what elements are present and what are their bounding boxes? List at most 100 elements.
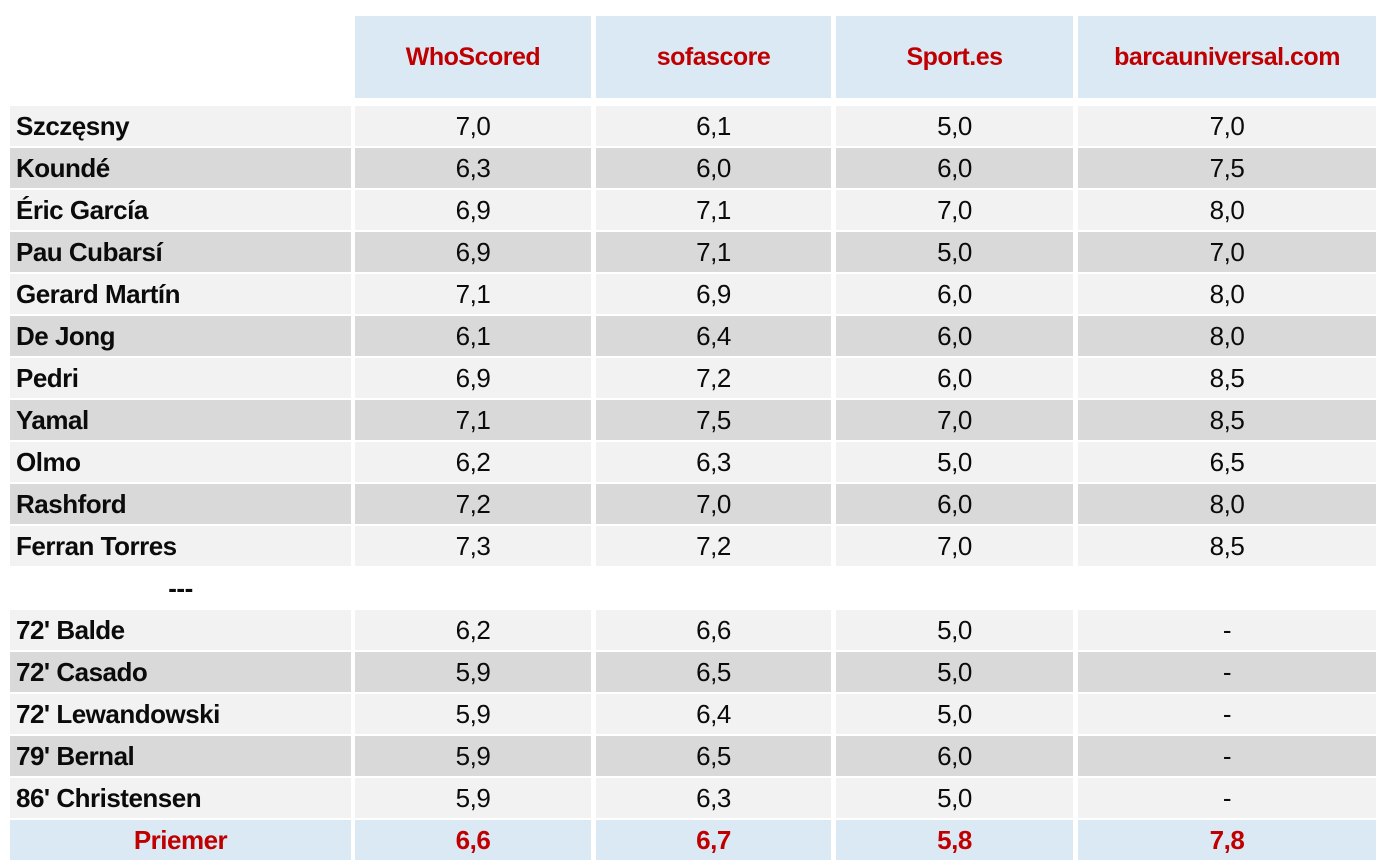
summary-rating-cell: 6,6 (355, 820, 591, 860)
player-name-cell: 79' Bernal (10, 736, 351, 776)
player-name-cell: Koundé (10, 148, 351, 188)
rating-cell: 6,0 (596, 148, 831, 188)
rating-cell: 6,9 (355, 232, 591, 272)
column-header-sofascore: sofascore (596, 16, 831, 98)
player-row: Ferran Torres 7,3 7,2 7,0 8,5 (10, 526, 1376, 566)
player-row: 79' Bernal 5,9 6,5 6,0- (10, 736, 1376, 776)
rating-cell: 7,0 (836, 526, 1073, 566)
rating-cell: 7,1 (596, 190, 831, 230)
summary-label: Priemer (10, 820, 351, 860)
rating-cell: 5,0 (836, 106, 1073, 146)
rating-cell: 7,0 (836, 190, 1073, 230)
separator-label: --- (168, 572, 193, 603)
summary-rating-cell: 7,8 (1078, 820, 1376, 860)
rating-cell: 6,0 (836, 274, 1073, 314)
rating-cell: 5,0 (836, 232, 1073, 272)
rating-cell: 5,0 (836, 694, 1073, 734)
player-name-cell: Rashford (10, 484, 351, 524)
player-name-cell: Pau Cubarsí (10, 232, 351, 272)
player-name-cell: De Jong (10, 316, 351, 356)
player-name-cell: Olmo (10, 442, 351, 482)
rating-cell: 6,2 (355, 610, 591, 650)
rating-cell: - (1078, 652, 1376, 692)
rating-cell: 6,9 (596, 274, 831, 314)
rating-cell: 8,0 (1078, 274, 1376, 314)
rating-cell: 7,0 (355, 106, 591, 146)
corner-cell (10, 16, 351, 98)
player-name-cell: 72' Casado (10, 652, 351, 692)
rating-cell: - (1078, 736, 1376, 776)
separator-blank-cell (1078, 568, 1376, 608)
player-row: Szczęsny 7,0 6,1 5,0 7,0 (10, 106, 1376, 146)
rating-cell: 6,6 (596, 610, 831, 650)
rating-cell: 6,1 (355, 316, 591, 356)
player-row: Koundé 6,3 6,0 6,0 7,5 (10, 148, 1376, 188)
player-row: Pau Cubarsí 6,9 7,1 5,0 7,0 (10, 232, 1376, 272)
rating-cell: 7,2 (596, 358, 831, 398)
rating-cell: 8,0 (1078, 316, 1376, 356)
rating-cell: 6,0 (836, 736, 1073, 776)
separator-blank-cell (596, 568, 831, 608)
summary-rating-cell: 5,8 (836, 820, 1073, 860)
rating-cell: 6,9 (355, 358, 591, 398)
rating-cell: 5,9 (355, 736, 591, 776)
player-row: Gerard Martín 7,1 6,9 6,0 8,0 (10, 274, 1376, 314)
rating-cell: 5,0 (836, 778, 1073, 818)
player-row: De Jong 6,1 6,4 6,0 8,0 (10, 316, 1376, 356)
rating-cell: 6,0 (836, 148, 1073, 188)
rating-cell: 6,4 (596, 694, 831, 734)
rating-cell: 8,5 (1078, 526, 1376, 566)
player-name-cell: 72' Balde (10, 610, 351, 650)
rating-cell: 6,3 (596, 442, 831, 482)
rating-cell: 8,0 (1078, 484, 1376, 524)
player-name-cell: Pedri (10, 358, 351, 398)
rating-cell: 7,1 (596, 232, 831, 272)
player-row: 72' Casado 5,9 6,5 5,0- (10, 652, 1376, 692)
player-row: Pedri 6,9 7,2 6,0 8,5 (10, 358, 1376, 398)
rating-cell: 7,2 (596, 526, 831, 566)
rating-cell: 6,5 (596, 652, 831, 692)
rating-cell: - (1078, 610, 1376, 650)
rating-cell: 6,5 (1078, 442, 1376, 482)
column-header-whoscored: WhoScored (355, 16, 591, 98)
rating-cell: - (1078, 778, 1376, 818)
header-row: WhoScored sofascore Sport.es barcauniver… (10, 16, 1376, 98)
rating-cell: 6,0 (836, 358, 1073, 398)
rating-cell: 7,0 (596, 484, 831, 524)
rating-cell: 7,0 (836, 400, 1073, 440)
rating-cell: 5,9 (355, 652, 591, 692)
rating-cell: 8,5 (1078, 400, 1376, 440)
rating-cell: 7,5 (1078, 148, 1376, 188)
player-name-cell: 72' Lewandowski (10, 694, 351, 734)
rating-cell: 6,1 (596, 106, 831, 146)
rating-cell: 7,2 (355, 484, 591, 524)
column-header-barcauniversal: barcauniversal.com (1078, 16, 1376, 98)
rating-cell: 7,3 (355, 526, 591, 566)
rating-cell: 7,1 (355, 274, 591, 314)
rating-cell: 6,9 (355, 190, 591, 230)
player-row: 72' Lewandowski 5,9 6,4 5,0- (10, 694, 1376, 734)
rating-cell: 5,0 (836, 610, 1073, 650)
separator-blank-cell (836, 568, 1073, 608)
separator-blank-cell (355, 568, 591, 608)
player-name-cell: Ferran Torres (10, 526, 351, 566)
player-name-cell: 86' Christensen (10, 778, 351, 818)
rating-cell: 6,2 (355, 442, 591, 482)
player-row: Olmo 6,2 6,3 5,0 6,5 (10, 442, 1376, 482)
rating-cell: 7,5 (596, 400, 831, 440)
rating-cell: 5,0 (836, 652, 1073, 692)
summary-row: Priemer 6,6 6,7 5,8 7,8 (10, 820, 1376, 860)
player-name-cell: Yamal (10, 400, 351, 440)
rating-cell: 7,0 (1078, 106, 1376, 146)
rating-cell: - (1078, 694, 1376, 734)
substitutes-section: 72' Balde 6,2 6,6 5,0-72' Casado 5,9 6,5 5,0-7… (10, 610, 1376, 818)
player-row: Éric García 6,9 7,1 7,0 8,0 (10, 190, 1376, 230)
rating-cell: 5,0 (836, 442, 1073, 482)
rating-cell: 6,5 (596, 736, 831, 776)
player-row: 72' Balde 6,2 6,6 5,0- (10, 610, 1376, 650)
rating-cell: 5,9 (355, 694, 591, 734)
rating-cell: 6,0 (836, 484, 1073, 524)
rating-cell: 7,0 (1078, 232, 1376, 272)
player-ratings-table: WhoScored sofascore Sport.es barcauniver… (10, 16, 1376, 862)
